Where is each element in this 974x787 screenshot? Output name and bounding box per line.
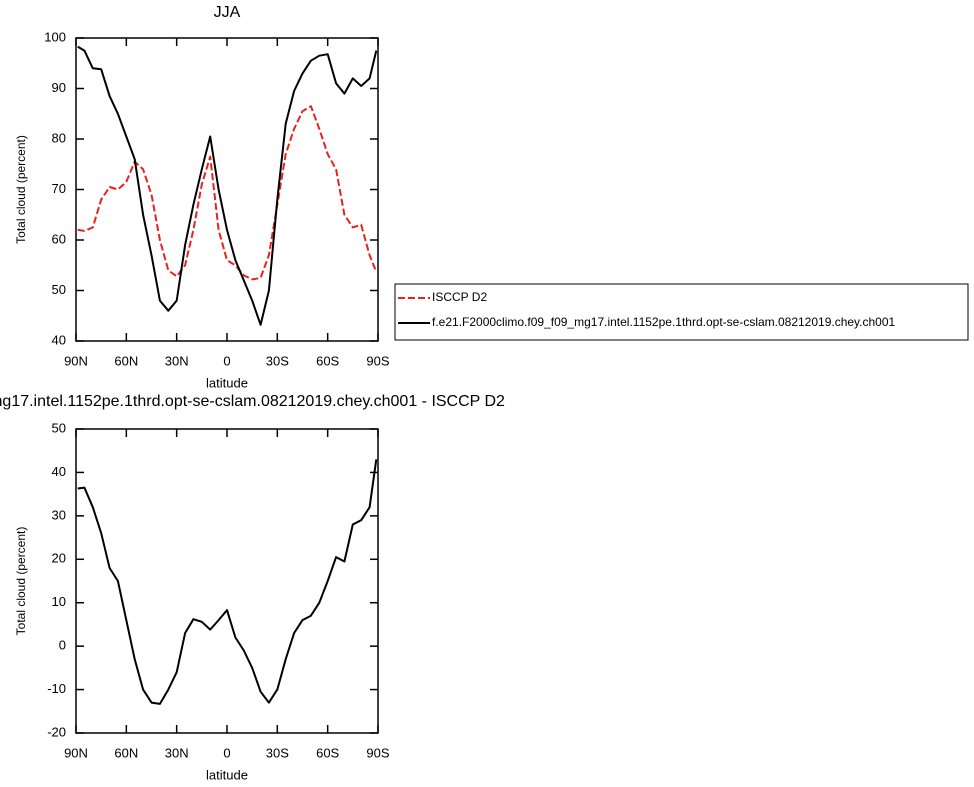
y-tick-label: 80	[52, 130, 66, 145]
data-line	[77, 105, 378, 281]
y-tick-label: 30	[52, 507, 66, 522]
y-tick-label: 90	[52, 80, 66, 95]
x-axis-label: latitude	[206, 375, 248, 390]
data-line	[77, 459, 378, 705]
legend-box	[394, 283, 969, 341]
plot-frame	[75, 428, 379, 734]
x-tick-label: 30S	[266, 353, 289, 368]
plot-frame	[75, 37, 379, 342]
legend-label: f.e21.F2000climo.f09_f09_mg17.intel.1152…	[432, 315, 896, 329]
chart-title: JJA	[214, 4, 241, 21]
y-tick-label: -20	[47, 724, 66, 739]
x-tick-label: 0	[223, 745, 230, 760]
x-tick-label: 90N	[64, 353, 88, 368]
x-tick-label: 90N	[64, 745, 88, 760]
y-axis-label: Total cloud (percent)	[14, 135, 28, 244]
x-tick-label: 60S	[316, 745, 339, 760]
x-tick-label: 30N	[165, 353, 189, 368]
data-line	[77, 45, 378, 326]
y-tick-label: 50	[52, 420, 66, 435]
y-tick-label: 100	[44, 29, 66, 44]
y-tick-label: 50	[52, 282, 66, 297]
y-tick-label: 10	[52, 594, 66, 609]
x-tick-label: 90S	[366, 353, 389, 368]
y-tick-label: 40	[52, 464, 66, 479]
y-tick-label: 0	[59, 638, 66, 653]
x-tick-label: 60N	[114, 745, 138, 760]
x-tick-label: 0	[223, 353, 230, 368]
x-tick-label: 30N	[165, 745, 189, 760]
x-tick-label: 30S	[266, 745, 289, 760]
x-tick-label: 60S	[316, 353, 339, 368]
x-axis-label: latitude	[206, 767, 248, 782]
chart-title: _f09_mg17.intel.1152pe.1thrd.opt-se-csla…	[0, 393, 505, 410]
x-tick-label: 60N	[114, 353, 138, 368]
y-tick-label: 70	[52, 181, 66, 196]
y-tick-label: -10	[47, 681, 66, 696]
y-tick-label: 60	[52, 231, 66, 246]
y-axis-label: Total cloud (percent)	[14, 527, 28, 636]
y-tick-label: 40	[52, 332, 66, 347]
legend-label: ISCCP D2	[432, 290, 487, 304]
y-tick-label: 20	[52, 551, 66, 566]
x-tick-label: 90S	[366, 745, 389, 760]
